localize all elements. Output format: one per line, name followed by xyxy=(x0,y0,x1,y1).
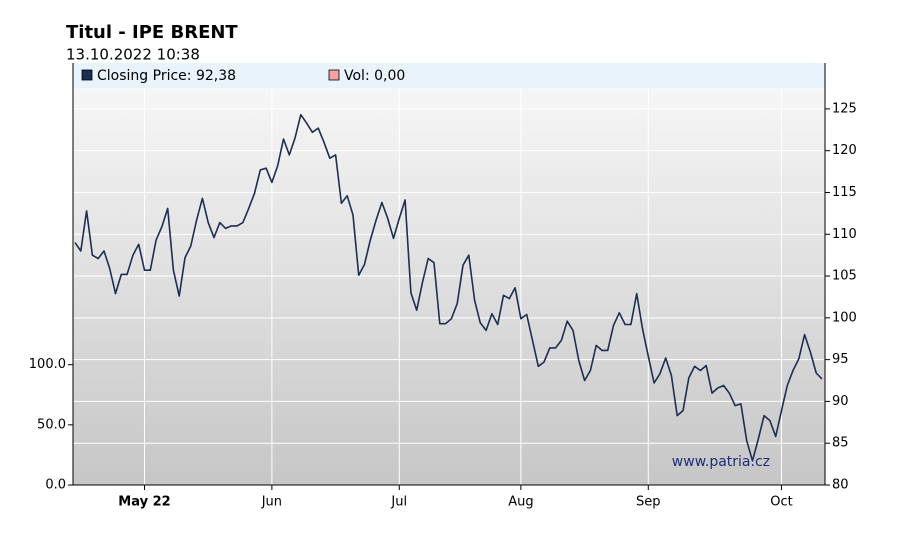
y-tick-label: 105 xyxy=(832,269,857,284)
price-line xyxy=(74,113,823,462)
x-tick-label: Oct xyxy=(770,495,792,510)
chart-title: Titul - IPE BRENT xyxy=(66,22,238,43)
legend-label: Vol: 0,00 xyxy=(344,68,405,84)
y-tick-label: 95 xyxy=(832,352,849,367)
legend-swatch xyxy=(328,69,340,81)
y-tick-label: 90 xyxy=(832,394,849,409)
y2-tick-label: 0.0 xyxy=(45,478,66,493)
legend-bar xyxy=(73,63,825,88)
y-tick-label: 115 xyxy=(832,185,857,200)
y2-tick-label: 50.0 xyxy=(37,417,66,432)
y-tick-label: 85 xyxy=(832,436,849,451)
x-tick-label: Aug xyxy=(508,495,533,510)
y2-tick-label: 100.0 xyxy=(29,357,66,372)
x-tick-label: May 22 xyxy=(118,495,170,510)
x-tick-label: Jul xyxy=(390,495,407,510)
chart-subtitle: 13.10.2022 10:38 xyxy=(66,46,200,64)
legend-swatch xyxy=(81,69,93,81)
x-tick-label: Sep xyxy=(636,495,661,510)
legend-label: Closing Price: 92,38 xyxy=(97,68,236,84)
y-tick-label: 125 xyxy=(832,101,857,116)
plot-area xyxy=(73,88,825,485)
y-tick-label: 120 xyxy=(832,143,857,158)
y-tick-label: 110 xyxy=(832,227,857,242)
y-tick-label: 80 xyxy=(832,478,849,493)
x-tick-label: Jun xyxy=(261,495,282,510)
y-tick-label: 100 xyxy=(832,310,857,325)
watermark: www.patria.cz xyxy=(672,454,770,470)
